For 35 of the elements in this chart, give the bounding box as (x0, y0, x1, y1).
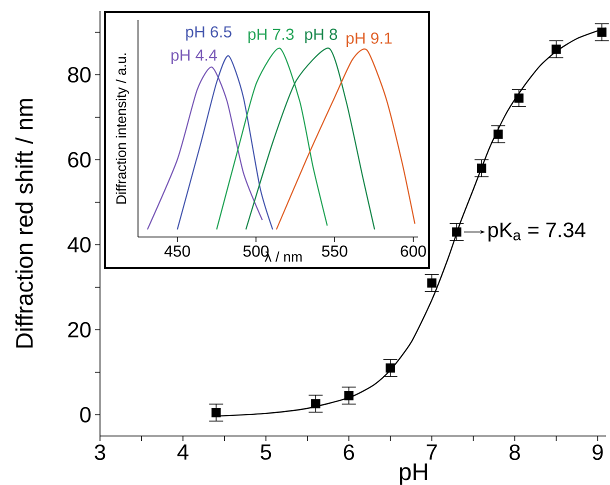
point (427, 278, 436, 288)
point (386, 363, 395, 373)
y-tick-label: 60 (68, 152, 91, 168)
y-tick-label: 40 (68, 236, 91, 252)
x-tick-label: 7 (426, 444, 437, 460)
point (552, 44, 561, 54)
point (212, 408, 221, 418)
series-label: pH 6.5 (186, 26, 232, 41)
x-tick-label: 9 (592, 444, 603, 460)
point (344, 391, 354, 400)
series-label: pH 7.3 (248, 28, 294, 44)
x-tick-label: 600 (400, 246, 426, 257)
y-tick-label: 80 (68, 66, 91, 82)
point (514, 94, 524, 103)
y-axis-title: Diffraction red shift / nm (15, 99, 33, 348)
x-tick-label: 6 (344, 444, 354, 460)
x-tick-label: 450 (164, 246, 190, 257)
point (494, 130, 503, 139)
x-tick-label: 5 (260, 444, 272, 460)
annotation: pK$_{a}$ = 7.34 (488, 222, 586, 242)
x-tick-label: 550 (322, 246, 348, 257)
x-tick-label: 3 (94, 444, 106, 460)
y-axis-title: Diffraction intensity / a.u. (116, 54, 129, 204)
point (597, 28, 606, 37)
x-axis-title: pH (400, 464, 428, 485)
series-label: pH 9.1 (346, 32, 392, 47)
y-tick-label: 0 (80, 406, 91, 422)
point (311, 399, 320, 408)
point (476, 164, 486, 173)
series-label: pH 4.4 (171, 50, 217, 64)
x-tick-label: 8 (510, 444, 520, 460)
y-tick-label: 20 (68, 322, 91, 338)
series-label: pH 8 (305, 28, 338, 44)
point (452, 227, 462, 237)
x-tick-label: 4 (177, 444, 188, 460)
